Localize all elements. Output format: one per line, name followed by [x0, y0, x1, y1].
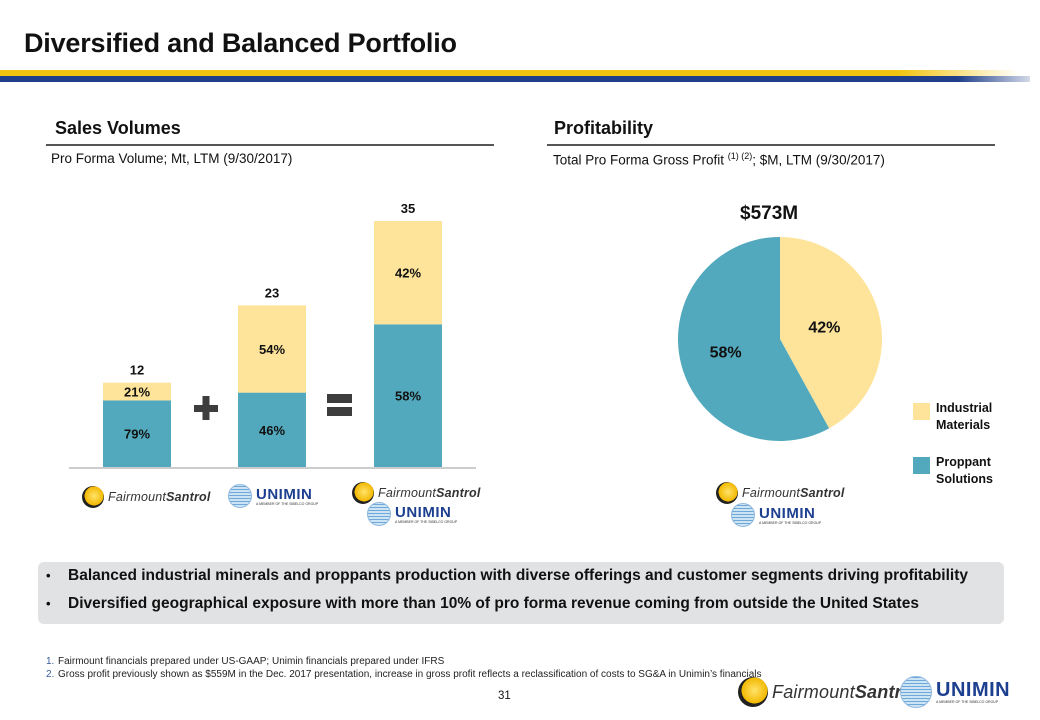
profitability-subtitle: Total Pro Forma Gross Profit (1) (2); $M… — [553, 151, 885, 168]
unimin-logo: UNIMIN A MEMBER OF THE SIBELCO GROUP — [228, 484, 318, 508]
subtitle-units: ; $M, LTM (9/30/2017) — [752, 152, 885, 168]
footer-unimin-logo: UNIMIN A MEMBER OF THE SIBELCO GROUP — [900, 676, 1010, 708]
logo-tagline: A MEMBER OF THE SIBELCO GROUP — [395, 519, 458, 524]
pie-slice-label: 58% — [710, 345, 742, 362]
bar-segment-label: 54% — [259, 342, 285, 357]
unimin-globe-icon — [731, 503, 755, 527]
unimin-globe-icon — [228, 484, 252, 508]
page-number: 31 — [498, 690, 511, 702]
bar-segment-industrial-materials — [374, 221, 442, 325]
logo-text: Fairmount — [772, 681, 855, 702]
fairmount-santrol-logo: FairmountSantrol — [82, 486, 211, 508]
pie-legend: Industrial Materials Proppant Solutions — [913, 400, 1016, 508]
logo-text-bold: Santrol — [800, 486, 845, 500]
logo-tagline: A MEMBER OF THE SIBELCO GROUP — [256, 501, 319, 506]
legend-label: Industrial Materials — [936, 401, 993, 432]
fairmount-swirl-icon — [82, 486, 104, 508]
unimin-logo: UNIMIN A MEMBER OF THE SIBELCO GROUP — [731, 503, 821, 527]
pie-slice-industrial-materials — [780, 237, 883, 429]
bullet-dot-icon: • — [46, 596, 51, 611]
logo-tagline: A MEMBER OF THE SIBELCO GROUP — [936, 700, 999, 704]
footnote: 1. Fairmount financials prepared under US… — [46, 656, 761, 669]
logo-text: UNIMIN — [936, 679, 1011, 701]
fairmount-swirl-icon — [716, 482, 738, 504]
footnote-text: Gross profit previously shown as $559M i… — [58, 668, 762, 680]
page-title: Diversified and Balanced Portfolio — [24, 28, 457, 58]
bar-segment-label: 58% — [395, 389, 421, 404]
bullet-text: Diversified geographical exposure with m… — [68, 595, 919, 612]
fairmount-santrol-logo: FairmountSantrol — [716, 482, 845, 504]
sales-volumes-subtitle: Pro Forma Volume; Mt, LTM (9/30/2017) — [51, 151, 293, 166]
bar-segment-proppant-solutions — [238, 392, 306, 467]
bullet-dot-icon: • — [46, 568, 51, 583]
legend-swatch-industrial — [913, 403, 930, 420]
fairmount-santrol-logo: FairmountSantrol — [352, 482, 481, 504]
bar-total-label: 35 — [401, 201, 415, 216]
footnote-text: Fairmount financials prepared under US-G… — [58, 656, 445, 667]
sales-volumes-heading: Sales Volumes — [55, 118, 181, 138]
fairmount-swirl-icon — [738, 677, 768, 707]
bar-segment-proppant-solutions — [103, 400, 171, 467]
header-rule-blue — [0, 76, 1030, 82]
plus-icon — [194, 396, 218, 420]
logo-text: Fairmount — [378, 486, 437, 500]
logo-tagline: A MEMBER OF THE SIBELCO GROUP — [759, 520, 822, 525]
bar-segment-label: 79% — [124, 427, 150, 442]
footnote-number: 2. — [46, 668, 55, 680]
equals-icon — [327, 394, 352, 416]
bar-segment-industrial-materials — [238, 305, 306, 393]
logo-text: Fairmount — [742, 486, 801, 500]
pie-slice-label: 42% — [808, 319, 840, 336]
logo-text: UNIMIN — [395, 503, 452, 521]
bar-segment-label: 46% — [259, 423, 285, 438]
legend-swatch-proppant — [913, 457, 930, 474]
pie-chart-title: $573M — [740, 203, 799, 224]
footnotes: 1. Fairmount financials prepared under US… — [46, 656, 761, 681]
logo-text: Fairmount — [108, 490, 167, 504]
logo-text-bold: Santrol — [436, 486, 481, 500]
bullet-item: • Diversified geographical exposure with … — [46, 595, 1004, 623]
legend-item-industrial-materials: Industrial Materials — [913, 400, 1016, 434]
footnote-ref: (1) (2) — [727, 151, 753, 161]
unimin-logo: UNIMIN A MEMBER OF THE SIBELCO GROUP — [367, 502, 457, 526]
bullet-text: Balanced industrial minerals and proppan… — [68, 567, 969, 584]
subtitle-text: Total Pro Forma Gross Profit — [553, 152, 728, 168]
profitability-divider — [547, 144, 995, 146]
bullet-item: • Balanced industrial minerals and proppa… — [46, 567, 1004, 595]
unimin-globe-icon — [367, 502, 391, 526]
key-takeaways-box: • Balanced industrial minerals and proppa… — [38, 562, 1004, 624]
sales-volumes-divider — [46, 144, 494, 146]
header-rule-yellow — [0, 70, 1020, 76]
bar-segment-industrial-materials — [103, 382, 171, 401]
profitability-heading: Profitability — [554, 118, 654, 138]
footnote: 2. Gross profit previously shown as $559M… — [46, 669, 761, 682]
pie-slice-proppant-solutions — [678, 237, 830, 441]
logo-text: UNIMIN — [256, 485, 313, 503]
legend-label: Proppant Solutions — [936, 455, 993, 486]
bar-segment-label: 42% — [395, 266, 421, 281]
bar-segment-label: 21% — [124, 385, 150, 400]
footer-fairmount-santrol-logo: FairmountSantrol — [738, 677, 918, 707]
footnote-number: 1. — [46, 656, 55, 667]
logo-text-bold: Santrol — [166, 490, 211, 504]
unimin-globe-icon — [900, 676, 932, 708]
bar-segment-proppant-solutions — [374, 324, 442, 467]
logo-text: UNIMIN — [759, 504, 816, 522]
bar-total-label: 23 — [265, 285, 279, 300]
bar-total-label: 12 — [130, 363, 144, 378]
fairmount-swirl-icon — [352, 482, 374, 504]
legend-item-proppant-solutions: Proppant Solutions — [913, 454, 1016, 488]
